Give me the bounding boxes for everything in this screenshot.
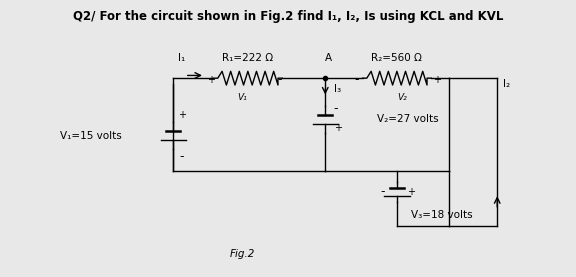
Text: V₁=15 volts: V₁=15 volts — [60, 131, 122, 141]
Text: Q2/ For the circuit shown in Fig.2 find I₁, I₂, Is using KCL and KVL: Q2/ For the circuit shown in Fig.2 find … — [73, 10, 503, 23]
Text: +: + — [207, 75, 215, 84]
Text: V₂=27 volts: V₂=27 volts — [377, 114, 438, 124]
Text: V₂: V₂ — [398, 93, 407, 102]
Text: R₁=222 Ω: R₁=222 Ω — [222, 53, 274, 63]
Text: I₁: I₁ — [179, 53, 185, 63]
Text: -: - — [380, 186, 385, 199]
Text: -: - — [355, 73, 359, 86]
Text: -: - — [180, 150, 184, 163]
Text: Fig.2: Fig.2 — [229, 249, 255, 259]
Text: V₁: V₁ — [237, 93, 247, 102]
Text: R₂=560 Ω: R₂=560 Ω — [372, 53, 422, 63]
Text: +: + — [433, 75, 441, 84]
Text: -: - — [334, 102, 338, 115]
Text: +: + — [178, 110, 186, 120]
Text: V₃=18 volts: V₃=18 volts — [411, 210, 473, 220]
Text: A: A — [324, 53, 332, 63]
Text: I₂: I₂ — [503, 79, 510, 89]
Text: +: + — [407, 187, 415, 197]
Text: +: + — [334, 122, 342, 132]
Text: -: - — [277, 73, 282, 86]
Text: I₃: I₃ — [334, 84, 341, 94]
